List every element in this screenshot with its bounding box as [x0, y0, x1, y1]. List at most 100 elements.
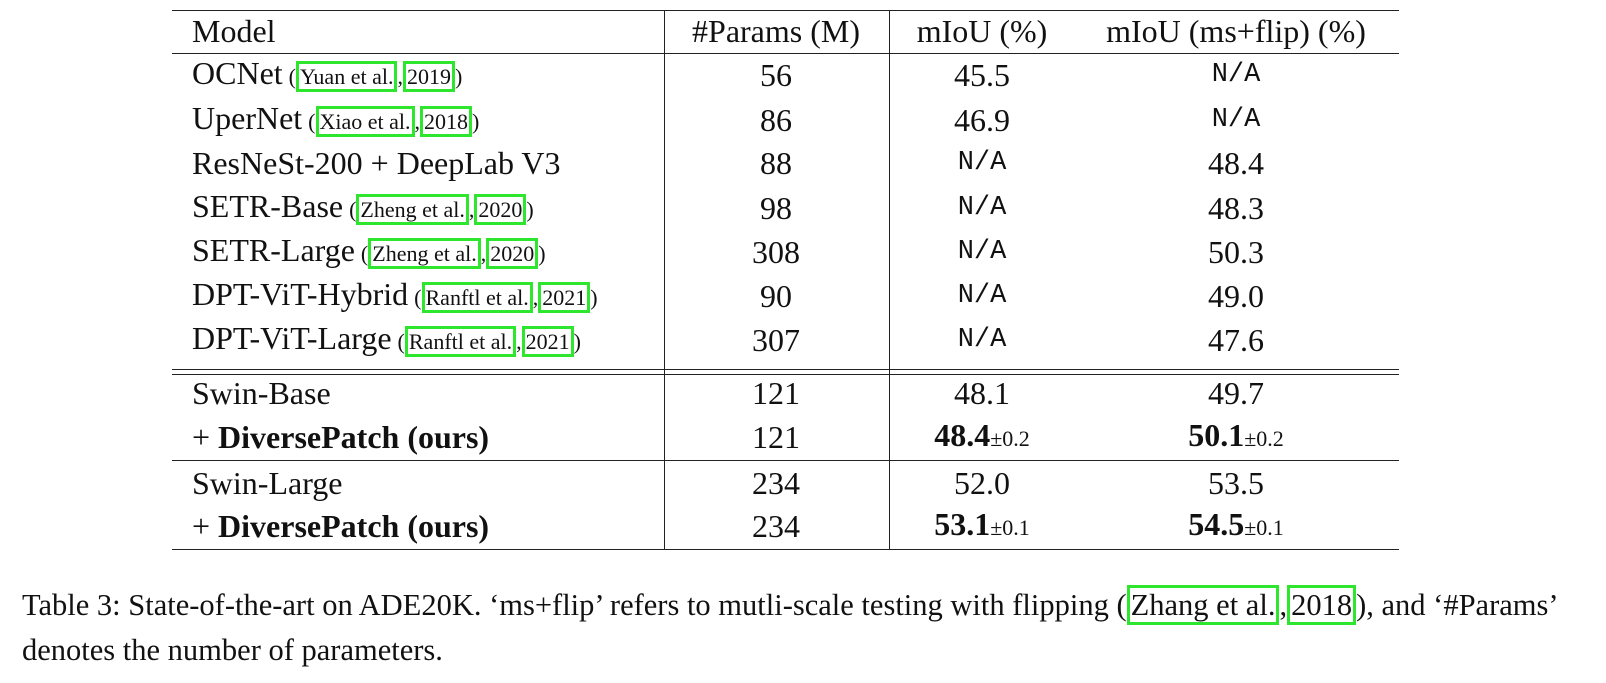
prefix: +	[192, 508, 219, 544]
value: 48.3	[1208, 190, 1264, 226]
value-cell: 50.3	[1208, 232, 1264, 272]
citation-punct: ,	[532, 285, 539, 310]
value-cell: 234	[752, 463, 800, 503]
value: 86	[760, 102, 792, 138]
value: 45.5	[954, 57, 1010, 93]
value-cell: N/A	[1212, 55, 1261, 95]
value: 308	[752, 234, 800, 270]
model-cell: OCNet(Yuan et al., 2019)	[192, 53, 462, 97]
caption-text: , and ‘#Params’ denotes the number of pa…	[22, 588, 1557, 667]
citation-punct: (	[397, 329, 405, 354]
value-cell: 53.5	[1208, 463, 1264, 503]
value-cell: 46.9	[954, 100, 1010, 140]
value: 234	[752, 508, 800, 544]
value-cell: 48.4±0.2	[934, 415, 1030, 459]
citation: (Ranftl et al., 2021)	[397, 320, 581, 357]
model-name: DiversePatch (ours)	[218, 508, 490, 544]
plus-minus: ±0.1	[1244, 515, 1284, 540]
value-cell: 56	[760, 55, 792, 95]
value: 234	[752, 465, 800, 501]
value: N/A	[957, 193, 1007, 223]
citation-punct: )	[1356, 588, 1367, 622]
citation-punct: (	[360, 241, 369, 266]
citation-link: Zheng et al.	[356, 194, 469, 225]
column-rule	[889, 10, 890, 550]
value: 98	[760, 190, 792, 226]
model-name: Swin-Large	[192, 465, 343, 501]
citation-punct: (	[308, 109, 316, 134]
value-cell: 48.4	[1208, 143, 1264, 183]
model-cell: + DiversePatch (ours)	[192, 417, 489, 457]
citation-punct: ,	[480, 241, 487, 266]
value-cell: 48.3	[1208, 188, 1264, 228]
header-cell: Model	[192, 13, 276, 49]
value: 56	[760, 57, 792, 93]
value-cell: N/A	[1212, 100, 1261, 140]
value-cell: N/A	[958, 143, 1007, 183]
model-name: DPT-ViT-Large	[192, 320, 392, 356]
model-name: SETR-Base	[192, 188, 344, 224]
value: 47.6	[1208, 322, 1264, 358]
model-cell: DPT-ViT-Hybrid(Ranftl et al., 2021)	[192, 274, 598, 318]
value-cell: 54.5±0.1	[1188, 504, 1284, 548]
value-cell: 121	[752, 373, 800, 413]
header-cell: mIoU (ms+flip) (%)	[1106, 13, 1366, 49]
citation: (Zheng et al., 2020)	[349, 188, 534, 225]
citation-punct: ,	[397, 64, 403, 89]
value-cell: 48.1	[954, 373, 1010, 413]
value-cell: N/A	[958, 320, 1007, 360]
citation-link: Zhang et al.	[1126, 585, 1280, 625]
value: 49.7	[1208, 375, 1264, 411]
model-name: OCNet	[192, 55, 283, 91]
citation-punct: ,	[414, 109, 421, 134]
citation-link: Ranftl et al.	[404, 326, 517, 357]
value-cell: 234	[752, 506, 800, 546]
value-cell: 50.1±0.2	[1188, 415, 1284, 459]
value: 121	[752, 419, 800, 455]
citation-punct: )	[538, 241, 546, 266]
plus-minus: ±0.2	[1244, 426, 1284, 451]
rule	[172, 369, 1399, 370]
citation-link: Yuan et al.	[295, 61, 398, 92]
model-name: SETR-Large	[192, 232, 355, 268]
value: N/A	[1211, 105, 1261, 135]
citation-punct: (	[414, 285, 422, 310]
model-cell: ResNeSt-200 + DeepLab V3	[192, 143, 561, 183]
model-cell: SETR-Large(Zheng et al., 2020)	[192, 230, 546, 274]
prefix: +	[192, 419, 219, 455]
header-cell: mIoU (%)	[916, 13, 1048, 49]
header-cell: #Params (M)	[692, 13, 860, 49]
citation-link: Ranftl et al.	[421, 282, 533, 313]
value: 48.4	[934, 417, 991, 453]
citation-link: 2021	[521, 326, 574, 357]
citation-link: 2018	[420, 106, 473, 137]
citation-punct: ,	[468, 197, 475, 222]
value: 46.9	[954, 102, 1010, 138]
citation-punct: ,	[516, 329, 522, 354]
value-cell: 47.6	[1208, 320, 1264, 360]
value: 54.5	[1188, 506, 1245, 542]
rule	[172, 53, 1399, 54]
model-cell: UperNet(Xiao et al., 2018)	[192, 98, 479, 142]
rule	[172, 374, 1399, 375]
value: 48.1	[954, 375, 1010, 411]
value: N/A	[1211, 60, 1261, 90]
citation-link: 2021	[538, 282, 591, 313]
value-cell: 307	[752, 320, 800, 360]
model-name: Swin-Base	[192, 375, 331, 411]
plus-minus: ±0.2	[990, 426, 1030, 451]
citation: (Zheng et al., 2020)	[360, 232, 546, 269]
value-cell: N/A	[958, 232, 1007, 272]
value-cell: N/A	[958, 188, 1007, 228]
rule	[172, 460, 1399, 461]
value: N/A	[957, 237, 1007, 267]
model-cell: + DiversePatch (ours)	[192, 506, 489, 546]
model-cell: Swin-Large	[192, 463, 342, 503]
caption-text: Table 3: State-of-the-art on ADE20K. ‘ms…	[22, 588, 1117, 622]
value-cell: 98	[760, 188, 792, 228]
value: N/A	[957, 281, 1007, 311]
value-cell: 308	[752, 232, 800, 272]
value-cell: 53.1±0.1	[934, 504, 1030, 548]
citation-punct: )	[573, 329, 581, 354]
value-cell: N/A	[958, 276, 1007, 316]
